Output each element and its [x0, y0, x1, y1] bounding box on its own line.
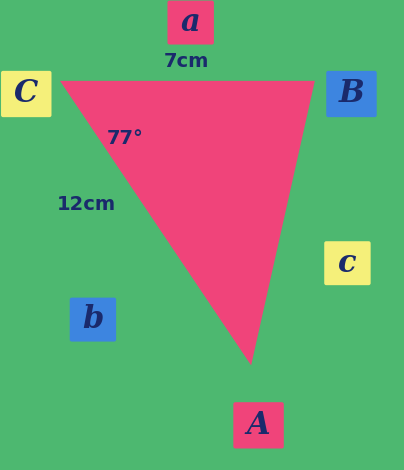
FancyBboxPatch shape	[168, 0, 214, 45]
Text: B: B	[339, 78, 364, 110]
FancyBboxPatch shape	[70, 298, 116, 342]
FancyBboxPatch shape	[1, 71, 51, 117]
FancyBboxPatch shape	[234, 402, 284, 448]
Text: a: a	[181, 7, 200, 38]
FancyBboxPatch shape	[326, 71, 377, 117]
Text: b: b	[82, 304, 103, 335]
Text: 12cm: 12cm	[57, 195, 116, 214]
Text: 7cm: 7cm	[164, 52, 209, 70]
Polygon shape	[63, 82, 313, 362]
Text: C: C	[14, 78, 38, 110]
Text: c: c	[338, 248, 357, 279]
Text: A: A	[247, 410, 270, 441]
FancyBboxPatch shape	[324, 241, 370, 285]
Text: 77°: 77°	[107, 129, 144, 148]
